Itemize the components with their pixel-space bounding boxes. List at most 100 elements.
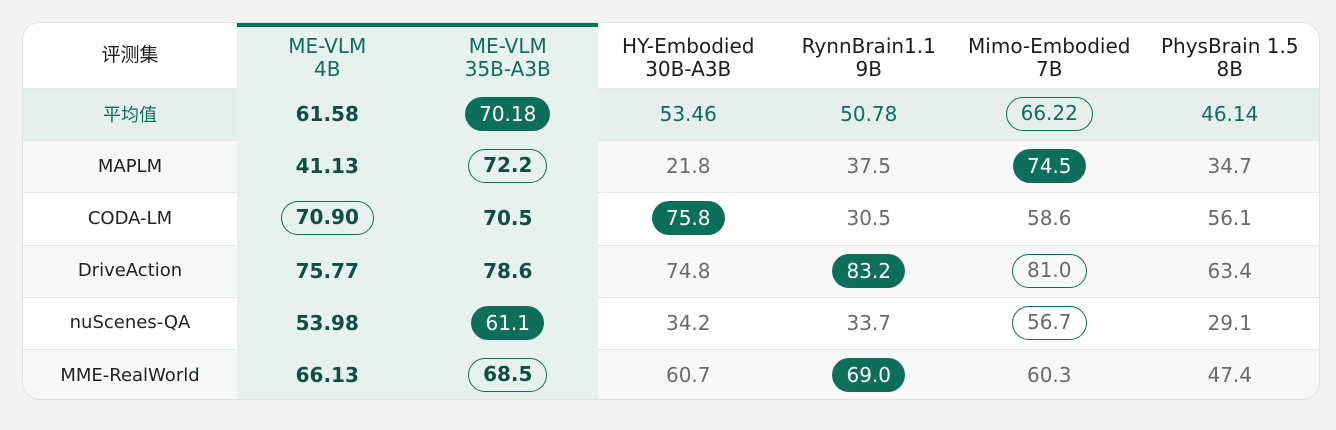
value-cell: 68.5 [418,349,599,399]
value-cell: 70.18 [418,88,599,140]
value-cell: 30.5 [779,192,960,244]
best-value-pill: 70.18 [465,97,551,132]
column-header-name: ME-VLM [468,33,547,58]
value-text: 75.77 [295,258,359,283]
value-text: 47.4 [1207,363,1253,388]
best-value-pill: 83.2 [832,253,906,288]
value-cell: 61.58 [237,88,418,140]
value-cell: 47.4 [1140,349,1320,399]
best-value-pill: 61.1 [471,305,545,340]
value-cell: 53.46 [598,88,779,140]
value-text: 30.5 [846,206,892,231]
column-header-name: HY-Embodied [622,33,755,58]
column-header-size: 35B-A3B [464,56,551,81]
column-header-name: RynnBrain1.1 [801,33,936,58]
second-best-value-pill: 56.7 [1011,305,1087,340]
best-value-pill: 74.5 [1012,149,1086,184]
value-cell: 60.3 [959,349,1140,399]
value-cell: 75.77 [237,245,418,297]
value-cell: 53.98 [237,297,418,349]
second-best-value-pill: 68.5 [468,358,548,393]
value-text: 46.14 [1201,102,1259,127]
row-label: DriveAction [77,260,183,282]
value-cell: 46.14 [1140,88,1320,140]
value-text: 29.1 [1207,310,1253,335]
value-text: 34.7 [1207,154,1253,179]
value-text: 37.5 [846,154,892,179]
corner-label: 评测集 [101,44,159,66]
row-label: 平均值 [103,105,157,127]
value-cell: 74.8 [598,245,779,297]
value-cell: 34.2 [598,297,779,349]
benchmark-table: 评测集 ME-VLM 4B ME-VLM 35B-A3B HY-Embodied 30B-A… [22,22,1320,400]
value-cell: 50.78 [779,88,960,140]
value-text: 74.8 [665,258,711,283]
value-text: 33.7 [846,310,892,335]
row-divider [23,244,1319,246]
value-text: 53.98 [295,310,359,335]
row-label: nuScenes-QA [69,312,191,334]
value-text: 63.4 [1207,258,1253,283]
value-cell: 66.22 [959,88,1140,140]
value-cell: 74.5 [959,140,1140,192]
value-cell: 41.13 [237,140,418,192]
column-header-size: 4B [314,56,341,81]
row-divider [23,349,1319,350]
column-header: ME-VLM 35B-A3B [418,27,599,88]
column-header-size: 7B [1036,56,1063,81]
column-header-name: PhysBrain 1.5 [1160,33,1299,58]
row-divider [23,296,1319,298]
value-text: 70.5 [483,206,533,231]
value-text: 66.13 [295,363,359,388]
value-text: 60.7 [665,363,711,388]
value-cell: 69.0 [779,349,960,399]
value-text: 53.46 [659,102,717,127]
row-label: MME-RealWorld [60,364,200,386]
value-cell: 63.4 [1140,245,1320,297]
column-header-name: ME-VLM [288,33,367,58]
best-value-pill: 69.0 [832,358,906,393]
second-best-value-pill: 81.0 [1011,253,1087,288]
value-cell: 66.13 [237,349,418,399]
value-cell: 33.7 [779,297,960,349]
column-header: ME-VLM 4B [237,27,418,88]
second-best-value-pill: 66.22 [1005,97,1093,132]
value-text: 61.58 [295,102,359,127]
value-text: 78.6 [483,258,533,283]
column-header: Mimo-Embodied 7B [959,27,1140,88]
value-cell: 83.2 [779,245,960,297]
value-cell: 56.7 [959,297,1140,349]
column-header: PhysBrain 1.5 8B [1140,27,1320,88]
column-header-size: 30B-A3B [645,56,732,81]
best-value-pill: 75.8 [651,201,725,236]
value-cell: 60.7 [598,349,779,399]
value-cell: 72.2 [418,140,599,192]
column-header: RynnBrain1.1 9B [779,27,960,88]
second-best-value-pill: 72.2 [468,149,548,184]
value-cell: 37.5 [779,140,960,192]
value-cell: 70.90 [237,192,418,244]
value-cell: 56.1 [1140,192,1320,244]
value-text: 56.1 [1207,206,1253,231]
value-text: 34.2 [665,310,711,335]
row-divider [23,192,1319,194]
value-text: 50.78 [840,102,898,127]
row-label: CODA-LM [87,207,173,229]
second-best-value-pill: 70.90 [280,201,374,236]
value-text: 21.8 [665,154,711,179]
value-cell: 34.7 [1140,140,1320,192]
value-cell: 29.1 [1140,297,1320,349]
row-divider [23,140,1319,142]
row-label: MAPLM [97,155,163,177]
value-cell: 81.0 [959,245,1140,297]
column-header: HY-Embodied 30B-A3B [598,27,779,88]
value-text: 58.6 [1026,206,1072,231]
value-cell: 70.5 [418,192,599,244]
value-text: 41.13 [295,154,359,179]
column-header-size: 8B [1216,56,1243,81]
column-header-size: 9B [855,56,882,81]
highlight-column-top-bar [237,23,598,27]
value-cell: 61.1 [418,297,599,349]
value-cell: 78.6 [418,245,599,297]
value-cell: 58.6 [959,192,1140,244]
